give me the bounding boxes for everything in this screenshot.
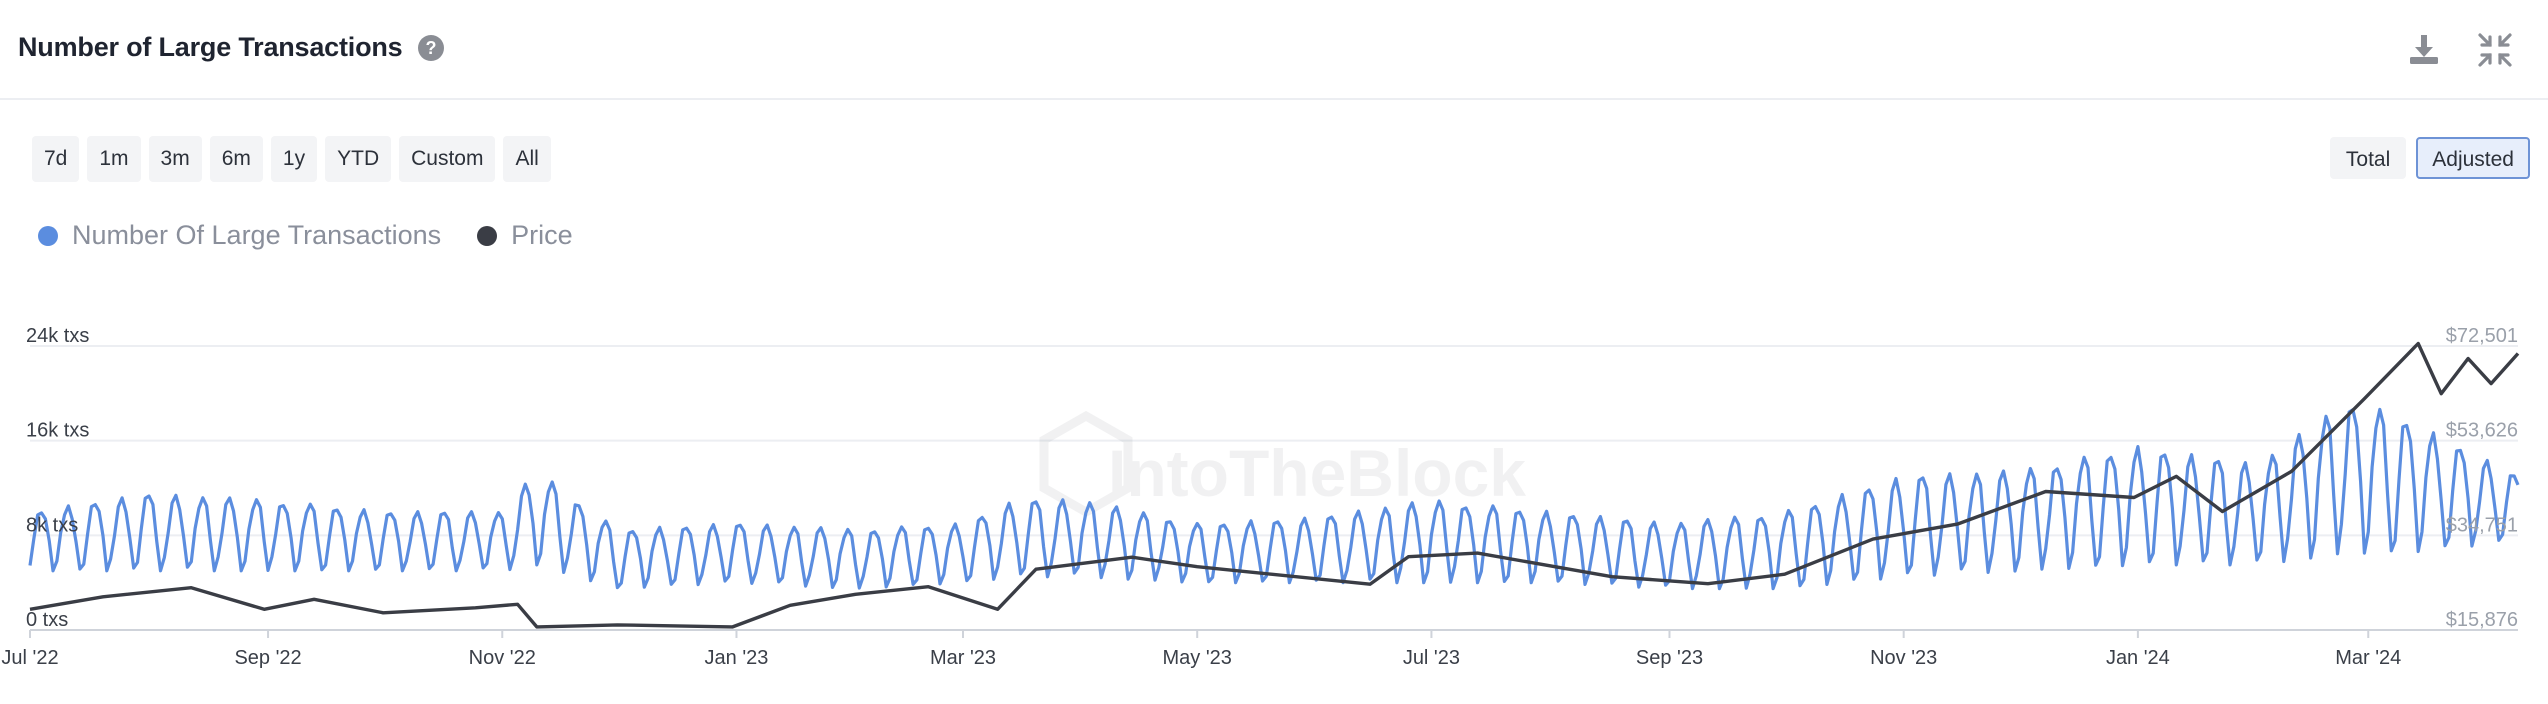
mode-button-total[interactable]: Total — [2329, 137, 2407, 179]
question-circle-icon[interactable]: ? — [418, 35, 444, 61]
watermark-text: IntoTheBlock — [1108, 436, 1526, 510]
transactions-line — [28, 407, 2520, 591]
y-right-tick-label: $34,751 — [2446, 514, 2518, 536]
range-button-1y[interactable]: 1y — [270, 136, 318, 182]
mode-toggle: Total Adjusted — [2329, 137, 2530, 179]
x-tick-label: Nov '22 — [469, 647, 536, 669]
chart-legend: Number Of Large Transactions Price — [38, 220, 573, 251]
collapse-arrows-icon[interactable] — [2475, 30, 2515, 70]
range-button-all[interactable]: All — [503, 136, 551, 182]
y-right-tick-label: $53,626 — [2446, 420, 2518, 442]
legend-dot-transactions — [38, 225, 58, 246]
x-tick-label: Jan '23 — [705, 647, 769, 669]
y-right-tick-label: $15,876 — [2446, 609, 2518, 631]
range-button-6m[interactable]: 6m — [209, 136, 263, 182]
price-series — [29, 341, 2520, 629]
legend-dot-price — [477, 225, 498, 246]
range-button-7d[interactable]: 7d — [32, 136, 80, 182]
x-tick-label: May '23 — [1163, 647, 1232, 669]
range-button-3m[interactable]: 3m — [148, 136, 202, 182]
time-range-selector: 7d 1m 3m 6m 1y YTD Custom All — [32, 136, 551, 182]
y-left-tick-label: 0 txs — [26, 609, 68, 631]
x-tick-label: Jul '22 — [1, 647, 58, 669]
x-tick-label: Mar '24 — [2335, 647, 2401, 669]
x-tick-label: Jan '24 — [2106, 647, 2170, 669]
transactions-series — [28, 407, 2520, 591]
x-tick-label: Sep '22 — [234, 647, 301, 669]
download-icon[interactable] — [2404, 30, 2444, 70]
range-button-custom[interactable]: Custom — [399, 136, 496, 182]
x-tick-label: Mar '23 — [930, 647, 996, 669]
y-right-tick-label: $72,501 — [2446, 325, 2518, 347]
x-tick-label: Sep '23 — [1636, 647, 1703, 669]
y-left-tick-label: 16k txs — [26, 420, 89, 442]
panel-title: Number of Large Transactions — [18, 32, 403, 62]
legend-item-transactions[interactable]: Number Of Large Transactions — [38, 220, 441, 251]
legend-label-transactions: Number Of Large Transactions — [72, 220, 442, 250]
y-left-tick-label: 8k txs — [26, 514, 78, 536]
grid-layer — [29, 345, 2518, 638]
legend-item-price[interactable]: Price — [477, 220, 573, 251]
legend-label-price: Price — [511, 220, 573, 250]
y-left-tick-label: 24k txs — [26, 325, 89, 347]
range-button-1m[interactable]: 1m — [87, 136, 141, 182]
x-tick-label: Nov '23 — [1870, 647, 1937, 669]
large-transactions-chart[interactable]: IntoTheBlock 0 txs 8k txs 16k txs 24k txs $1… — [0, 300, 2548, 704]
x-tick-label: Jul '23 — [1403, 647, 1460, 669]
watermark-logo — [1039, 410, 1133, 518]
watermark: IntoTheBlock — [1039, 410, 1526, 518]
panel-header: Number of Large Transactions ? — [0, 0, 2548, 100]
axis-labels: 0 txs 8k txs 16k txs 24k txs $15,876 $34,751 $… — [1, 325, 2518, 669]
mode-button-adjusted[interactable]: Adjusted — [2416, 137, 2530, 179]
price-line — [29, 341, 2520, 629]
range-button-ytd[interactable]: YTD — [325, 136, 392, 182]
